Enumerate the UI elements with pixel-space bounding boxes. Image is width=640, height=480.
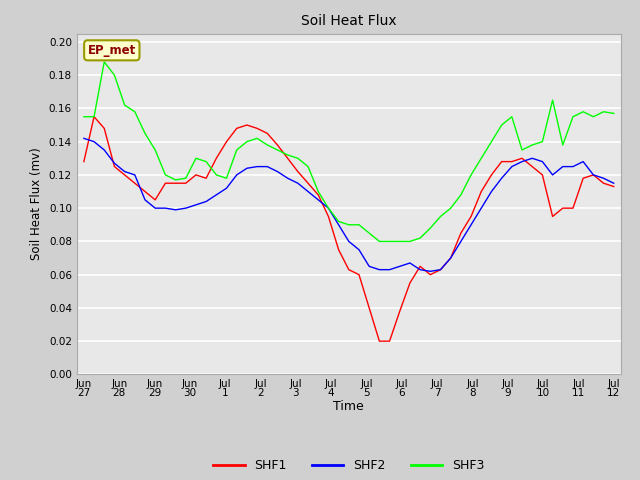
Line: SHF3: SHF3 (84, 62, 614, 241)
SHF1 (90, 114, 98, 120)
SHF1 (610, 184, 618, 190)
SHF3 (416, 235, 424, 241)
SHF1 (436, 267, 444, 273)
Text: EP_met: EP_met (88, 44, 136, 57)
SHF3 (508, 114, 516, 120)
Y-axis label: Soil Heat Flux (mv): Soil Heat Flux (mv) (30, 148, 44, 260)
SHF2 (223, 185, 230, 191)
SHF1 (447, 255, 454, 261)
SHF3 (80, 114, 88, 120)
SHF3 (436, 214, 444, 219)
Line: SHF1: SHF1 (84, 117, 614, 341)
SHF1 (416, 264, 424, 269)
Line: SHF2: SHF2 (84, 138, 614, 271)
SHF2 (426, 268, 434, 274)
SHF1 (80, 159, 88, 165)
Legend: SHF1, SHF2, SHF3: SHF1, SHF2, SHF3 (209, 454, 489, 477)
SHF3 (406, 239, 414, 244)
Title: Soil Heat Flux: Soil Heat Flux (301, 14, 397, 28)
SHF3 (447, 205, 454, 211)
SHF1 (406, 280, 414, 286)
SHF1 (376, 338, 383, 344)
SHF2 (386, 267, 394, 273)
SHF2 (80, 135, 88, 141)
SHF3 (376, 239, 383, 244)
SHF3 (233, 147, 241, 153)
SHF2 (498, 175, 506, 181)
SHF3 (610, 110, 618, 116)
SHF3 (100, 59, 108, 65)
SHF2 (610, 180, 618, 186)
X-axis label: Time: Time (333, 400, 364, 413)
SHF1 (508, 159, 516, 165)
SHF2 (416, 267, 424, 273)
SHF1 (233, 125, 241, 131)
SHF2 (559, 164, 566, 169)
SHF2 (396, 264, 404, 269)
